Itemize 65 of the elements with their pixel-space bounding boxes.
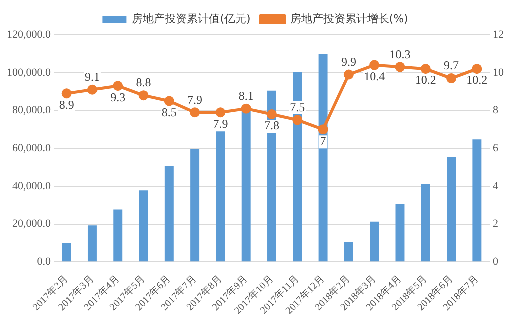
point [190,108,200,118]
point [446,74,457,84]
bar [164,166,174,262]
data-label: 8.1 [238,88,254,103]
point [370,60,380,70]
point [87,84,98,95]
bar [139,190,148,262]
bar [318,54,328,262]
point [472,64,482,74]
y2-tick-label: 6 [493,142,499,154]
y2-tick-label: 2 [493,218,498,230]
data-label: 9.9 [341,54,356,69]
data-label: 7.9 [188,92,203,107]
data-label: 7.8 [264,118,280,133]
y-tick-label: 60,000.0 [12,142,52,154]
data-label: 10.2 [466,73,488,88]
data-label: 10.3 [390,47,411,62]
data-label: 10.4 [364,69,386,84]
data-label: 8.8 [136,76,152,90]
y-tick-label: 80,000.0 [12,104,52,117]
point [344,70,354,80]
bar [370,222,380,262]
data-label: 7.9 [213,116,228,131]
data-label: 7 [320,134,326,148]
y-tick-label: 0.0 [37,256,52,268]
y-tick-label: 100,000.0 [7,66,52,79]
data-label: 9.3 [110,90,126,104]
bar [344,242,354,262]
data-label: 8.5 [162,105,177,120]
point [138,90,149,101]
bar [242,110,251,262]
y2-tick-label: 0 [493,256,499,268]
legend-label: 房地产投资累计值(亿元) [132,12,251,26]
y2-tick-label: 12 [493,28,504,41]
y2-tick-label: 4 [493,180,499,192]
point [113,81,124,92]
point [164,96,174,106]
bar [88,226,97,262]
y2-tick-label: 10 [493,66,504,79]
point [420,64,431,74]
y-tick-label: 20,000.0 [12,218,52,230]
bar [62,243,72,262]
legend-label: 房地产投资累计增长(%) [290,12,408,26]
point [318,124,328,135]
data-label: 8.9 [59,98,74,112]
point [292,115,303,126]
bar [216,130,226,262]
bar [472,140,482,262]
point [216,108,226,118]
data-label: 9.7 [444,58,460,73]
bar [447,157,456,262]
point [395,62,406,72]
point [241,104,252,114]
data-label: 7.5 [290,100,306,114]
bar [421,184,430,262]
data-label: 10.2 [415,73,436,88]
y-tick-label: 40,000.0 [12,180,52,192]
y-tick-label: 120,000.0 [7,28,52,41]
point [267,110,277,120]
bar [114,210,123,262]
data-label: 9.1 [84,70,100,84]
point [62,88,72,99]
bar [190,148,200,262]
y2-tick-label: 8 [493,104,499,117]
bar [396,204,405,262]
